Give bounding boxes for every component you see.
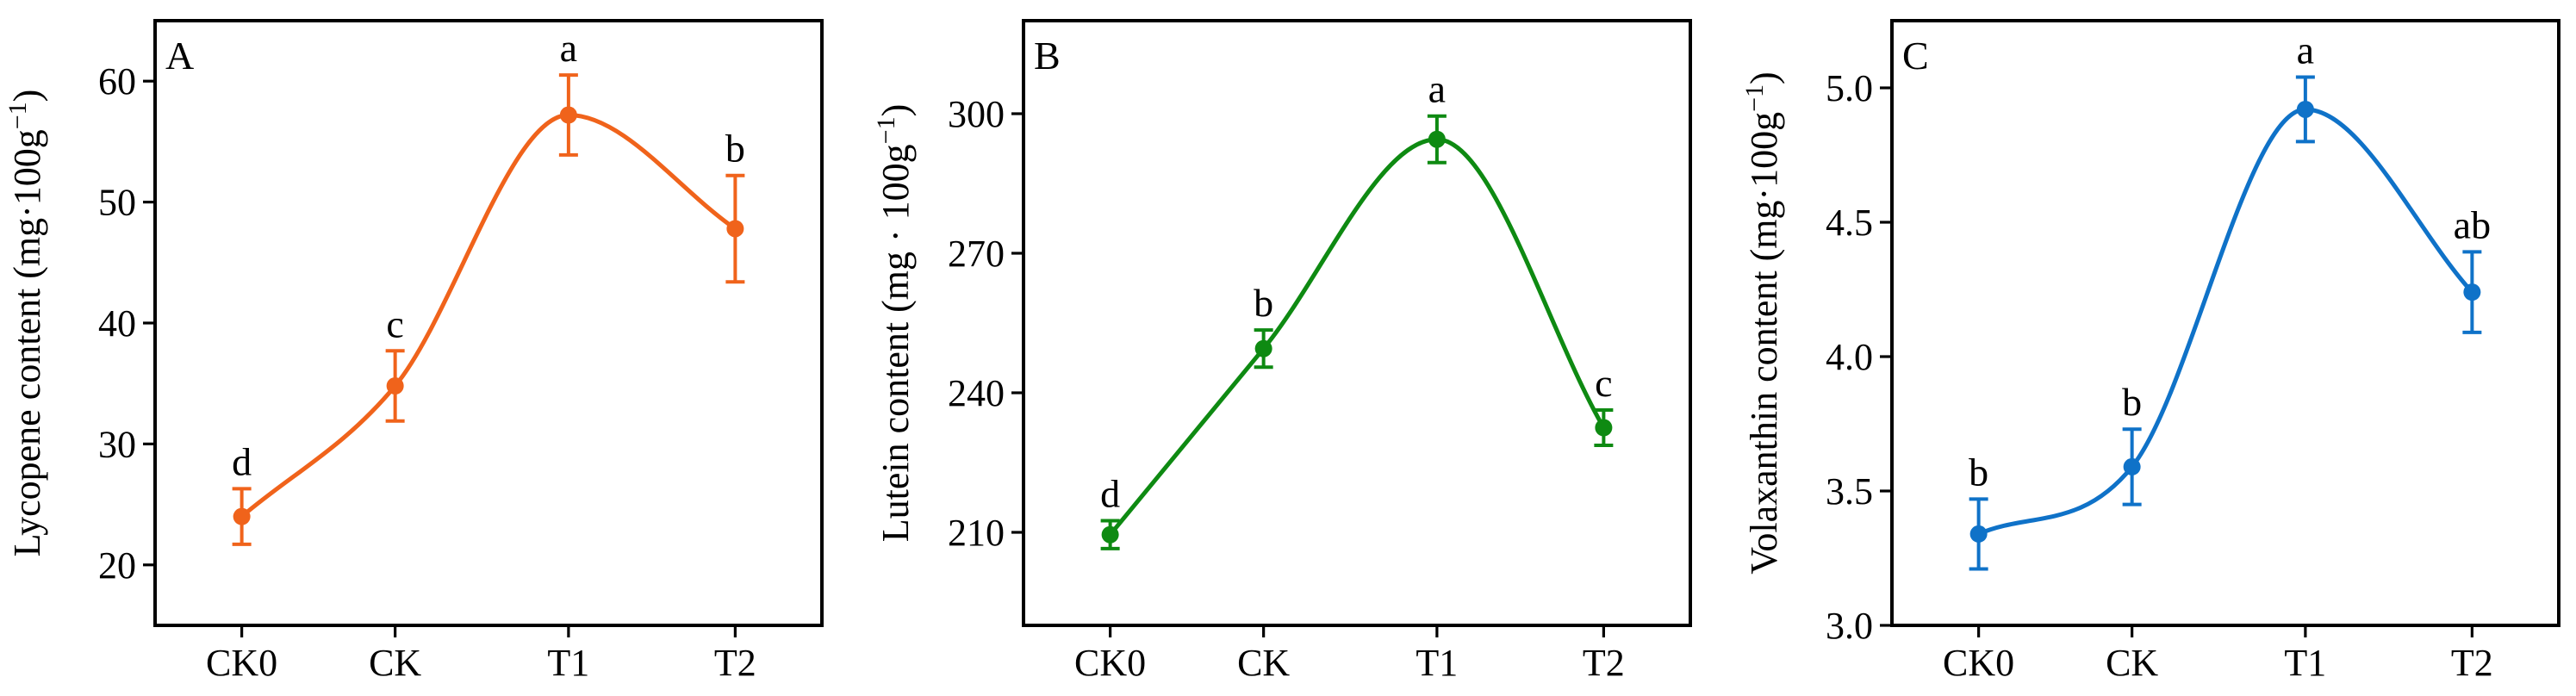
panel-label: C: [1902, 34, 1929, 78]
significance-label: ab: [2454, 202, 2491, 246]
y-axis-label-main: Lycopene content (mg·100g: [6, 129, 48, 556]
x-tick-label: T2: [1583, 642, 1625, 684]
plot-frame: [1022, 19, 1692, 627]
y-axis-label-superscript: −1: [872, 116, 900, 144]
series-line: [1108, 137, 1606, 538]
y-axis-label-end: ): [1743, 71, 1785, 84]
y-tick-label: 300: [948, 93, 1005, 135]
data-point: [386, 377, 404, 395]
significance-label: a: [1428, 67, 1446, 111]
y-axis-label: Lutein content (mg · 100g−1): [872, 104, 917, 542]
significance-label: b: [1254, 281, 1273, 325]
significance-label: a: [2297, 28, 2314, 72]
chart-panel-A: 20 30 40 50 60 CK0 CK T1 T2 Lycopene content (mg·…: [3, 19, 824, 684]
significance-label: d: [232, 439, 252, 483]
y-axis-label-end: ): [6, 90, 48, 103]
x-tick-label: T1: [547, 642, 589, 684]
significance-label: c: [1595, 361, 1612, 405]
y-tick-label: 3.5: [1826, 470, 1873, 513]
y-tick-label: 20: [98, 544, 136, 587]
significance-label: c: [386, 301, 403, 345]
x-tick-label: T2: [2451, 642, 2493, 684]
chart-panel-B: 210 240 270 300 CK0 CK T1 T2 Lutein content (mg …: [872, 19, 1692, 684]
x-tick-label: CK: [2106, 642, 2158, 684]
significance-label: b: [2122, 380, 2142, 424]
x-tick-label: CK0: [1074, 642, 1146, 684]
panel-label: B: [1034, 34, 1061, 78]
data-point: [1969, 525, 1988, 543]
data-point: [2463, 283, 2481, 301]
x-tick-label: T2: [714, 642, 756, 684]
y-tick-label: 210: [948, 512, 1005, 554]
series-line: [1976, 107, 2474, 537]
significance-label: a: [560, 26, 577, 70]
x-tick-label: CK0: [206, 642, 277, 684]
y-tick-label: 4.0: [1826, 336, 1873, 378]
x-tick-label: CK: [1237, 642, 1290, 684]
y-tick-label: 3.0: [1826, 605, 1873, 647]
y-axis-label: Volaxanthin content (mg·100g−1): [1740, 71, 1785, 574]
y-tick-label: 240: [948, 372, 1005, 414]
y-tick-label: 30: [98, 423, 136, 465]
significance-label: d: [1100, 472, 1120, 516]
y-axis-label-end: ): [874, 104, 917, 117]
y-axis-label-main: Lutein content (mg · 100g: [874, 144, 917, 542]
x-tick-label: CK0: [1943, 642, 2014, 684]
chart-panel-C: 3.0 3.5 4.0 4.5 5.0 CK0 CK T1 T2 Volaxanthin cont…: [1740, 19, 2560, 684]
y-axis-label: Lycopene content (mg·100g−1): [3, 90, 48, 557]
data-point: [726, 220, 744, 238]
y-tick-label: 40: [98, 302, 136, 345]
x-tick-label: T1: [2284, 642, 2326, 684]
data-point: [233, 507, 251, 525]
data-point: [559, 106, 577, 124]
panel-label: A: [165, 34, 194, 78]
significance-label: b: [1969, 450, 1988, 494]
y-tick-label: 50: [98, 182, 136, 224]
data-point: [1428, 130, 1446, 148]
data-point: [1595, 419, 1613, 437]
y-tick-label: 5.0: [1826, 67, 1873, 109]
y-tick-label: 60: [98, 60, 136, 103]
data-point: [2123, 457, 2141, 475]
x-tick-label: CK: [369, 642, 421, 684]
significance-label: b: [725, 127, 745, 171]
y-axis-label-main: Volaxanthin content (mg·100g: [1743, 112, 1785, 575]
series-line: [240, 113, 737, 519]
y-tick-label: 4.5: [1826, 202, 1873, 244]
plot-frame: [153, 19, 824, 627]
plot-frame: [1890, 19, 2560, 627]
x-tick-label: T1: [1416, 642, 1458, 684]
y-axis-label-superscript: −1: [3, 102, 32, 129]
data-point: [1101, 525, 1119, 544]
y-tick-label: 270: [948, 233, 1005, 275]
data-point: [1254, 339, 1272, 357]
data-point: [2296, 100, 2314, 118]
y-axis-label-superscript: −1: [1740, 84, 1769, 112]
